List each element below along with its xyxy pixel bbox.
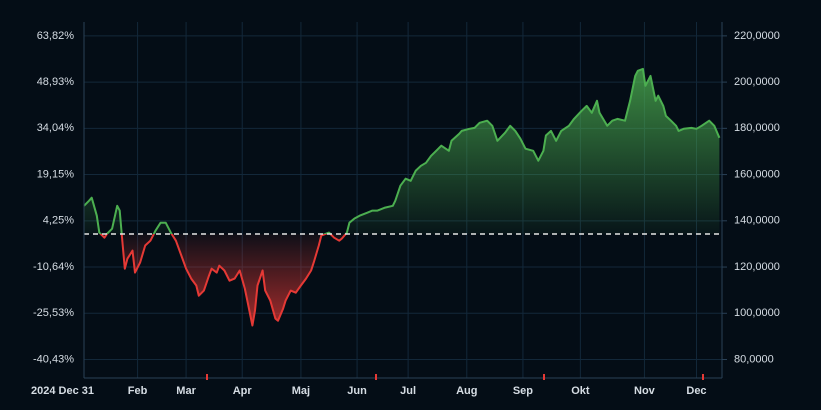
y-tick-label: 19,15% bbox=[37, 168, 75, 180]
y2-tick-label: 120,0000 bbox=[734, 261, 780, 273]
event-markers bbox=[206, 374, 704, 380]
y2-tick-label: 200,0000 bbox=[734, 76, 780, 88]
y2-tick-label: 180,0000 bbox=[734, 122, 780, 134]
y2-tick-label: 100,0000 bbox=[734, 307, 780, 319]
x-tick-label: Mar bbox=[176, 385, 196, 397]
x-tick-label: Nov bbox=[634, 385, 656, 397]
x-tick-label: Jun bbox=[347, 385, 367, 397]
y-tick-label: 4,25% bbox=[43, 215, 74, 227]
labels: 63,82% 48,93% 34,04% 19,15% 4,25% -10,64% -25,… bbox=[31, 30, 780, 397]
y2-tick-label: 80,0000 bbox=[734, 353, 774, 365]
price-line bbox=[83, 67, 721, 327]
x-tick-label: Aug bbox=[456, 385, 477, 397]
x-tick-label: Apr bbox=[233, 385, 253, 397]
y2-tick-label: 160,0000 bbox=[734, 168, 780, 180]
y-tick-label: 34,04% bbox=[37, 122, 75, 134]
y-tick-label: 48,93% bbox=[37, 76, 75, 88]
x-tick-label: 2024 Dec 31 bbox=[31, 385, 94, 397]
x-tick-label: Sep bbox=[513, 385, 533, 397]
x-tick-label: Dec bbox=[686, 385, 706, 397]
y-tick-label: -10,64% bbox=[33, 261, 74, 273]
y-tick-label: -40,43% bbox=[33, 353, 74, 365]
x-tick-label: Maj bbox=[292, 385, 310, 397]
x-tick-label: Jul bbox=[400, 385, 416, 397]
y2-tick-label: 220,0000 bbox=[734, 30, 780, 42]
plot bbox=[83, 67, 722, 327]
y-tick-label: -25,53% bbox=[33, 307, 74, 319]
x-tick-label: Okt bbox=[571, 385, 590, 397]
x-tick-label: Feb bbox=[128, 385, 148, 397]
y-tick-label: 63,82% bbox=[37, 30, 75, 42]
y2-tick-label: 140,0000 bbox=[734, 215, 780, 227]
